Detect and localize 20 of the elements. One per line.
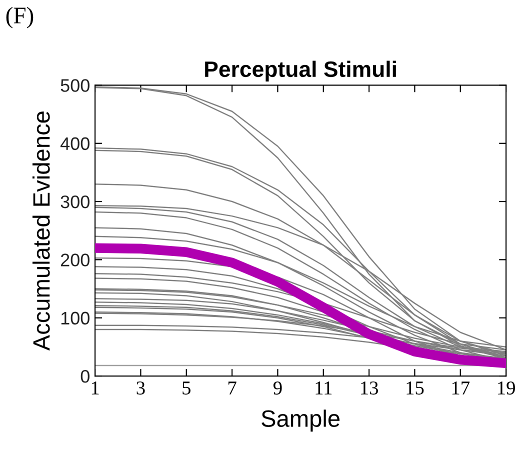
- x-tick-label: 17: [452, 382, 470, 394]
- x-tick-label: 9: [273, 381, 282, 395]
- x-tick-label: 19: [498, 381, 515, 395]
- y-tick-label: 500: [60, 79, 90, 92]
- chart-title: Perceptual Stimuli: [205, 60, 396, 82]
- text: (F): [6, 6, 34, 28]
- y-tick-label: 400: [60, 137, 90, 150]
- x-tick-label: 11: [316, 382, 332, 394]
- y-axis-title: Accumulated Evidence: [32, 112, 50, 351]
- x-tick-label: 15: [406, 382, 424, 395]
- y-tick-label: 200: [60, 254, 90, 266]
- x-tick-label: 5: [182, 382, 190, 395]
- x-tick-label: 7: [228, 382, 236, 394]
- x-axis-title: Sample: [262, 410, 340, 432]
- x-tick-label: 3: [136, 381, 145, 395]
- x-tick-label: 13: [361, 381, 378, 395]
- y-tick-label: 300: [60, 195, 90, 208]
- y-tick-label: 100: [61, 312, 90, 325]
- x-tick-label: 1: [92, 382, 99, 394]
- y-tick-label: 0: [80, 370, 90, 383]
